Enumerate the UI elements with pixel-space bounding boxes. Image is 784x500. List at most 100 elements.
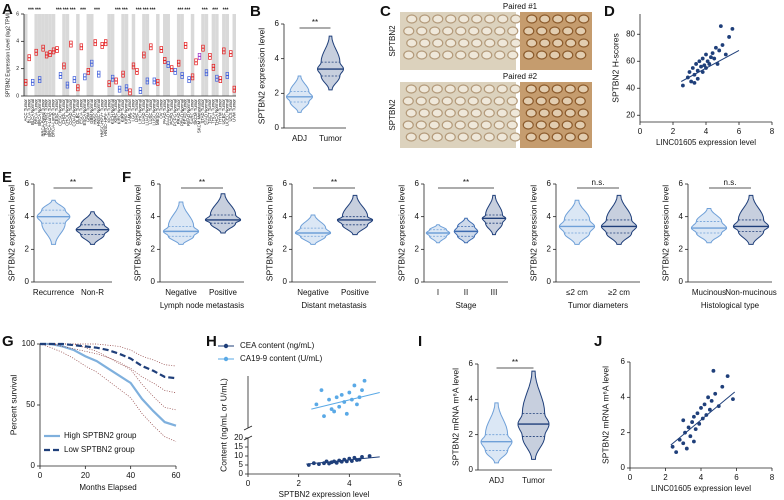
significance: ***: [115, 7, 121, 13]
category-label: READ Tumor: [183, 98, 188, 124]
gland: [552, 38, 564, 48]
gland: [526, 38, 538, 48]
category-label: ADJ: [489, 476, 504, 485]
y-tick-label: 2: [16, 66, 19, 72]
gland: [455, 26, 467, 36]
point: [367, 454, 372, 458]
x-tick-label: 0: [38, 471, 43, 480]
point: [352, 383, 357, 388]
x-axis-title: Stage: [456, 301, 477, 310]
gland: [578, 14, 590, 24]
point: [699, 64, 703, 69]
violin: [732, 194, 770, 245]
confidence-band: [40, 343, 177, 411]
x-axis-title: Histological type: [701, 301, 760, 310]
gland: [484, 38, 496, 48]
gland: [494, 26, 506, 36]
gland: [509, 108, 521, 118]
group-band: [176, 14, 181, 96]
point: [681, 83, 685, 88]
category-label: UCEC Normal: [224, 99, 229, 126]
category-label: BRCA-LumB Tumor: [51, 98, 56, 137]
gland: [493, 120, 505, 130]
gland: [403, 26, 415, 36]
category-label: SARC Tumor: [190, 98, 195, 124]
category-label: HNSC Normal: [96, 99, 101, 126]
gland: [548, 96, 560, 106]
y-tick-label: 4: [679, 212, 684, 221]
confidence-band: [39, 343, 177, 442]
gland: [483, 84, 495, 94]
gland: [525, 108, 537, 118]
y-tick-label: 0: [275, 123, 280, 132]
violin: [162, 201, 200, 245]
group-band: [211, 14, 216, 96]
category-label: HNSC Tumor: [92, 98, 97, 124]
point: [688, 434, 693, 439]
category-label: PRAD Normal: [179, 99, 184, 126]
gland: [406, 38, 418, 48]
point: [695, 411, 700, 416]
gland: [536, 50, 548, 60]
axis-break: [243, 435, 253, 441]
panel-label: A: [2, 1, 13, 18]
y-axis-title: SPTBN2 expression level: [396, 185, 406, 281]
y-tick-label: 40: [626, 83, 635, 92]
gland: [442, 26, 454, 36]
gland: [467, 96, 479, 106]
violin: [558, 199, 596, 245]
gland: [565, 38, 577, 48]
category-label: PCPG Tumor: [169, 98, 174, 124]
panel-label: D: [604, 3, 615, 20]
y-tick-label: 2: [415, 244, 420, 253]
x-tick-label: 40: [126, 471, 135, 480]
category-label: KICH Tumor: [106, 98, 111, 122]
gland: [578, 38, 590, 48]
category-label: LUSC Tumor: [148, 98, 153, 123]
group-band: [37, 14, 42, 96]
gland: [405, 108, 417, 118]
gland: [522, 120, 534, 130]
gland: [577, 84, 589, 94]
gland: [497, 14, 509, 24]
point: [334, 395, 339, 400]
gland: [497, 38, 509, 48]
y-tick-label: 4: [275, 54, 280, 63]
gland: [432, 14, 444, 24]
gland: [441, 96, 453, 106]
category-label: KICH Normal: [110, 99, 115, 124]
y-tick-label: 6: [547, 179, 552, 188]
point: [716, 404, 721, 409]
category-label: Tumor: [319, 134, 342, 143]
category-label: ≤2 cm: [566, 288, 588, 297]
gland: [552, 14, 564, 24]
y-tick-label: 80: [626, 29, 635, 38]
significance: ***: [150, 7, 156, 13]
y-axis-title: SPTBN2 expression level: [660, 185, 670, 281]
x-tick-label: 0: [638, 127, 643, 136]
gland: [467, 120, 479, 130]
point: [702, 402, 707, 407]
gland: [510, 14, 522, 24]
category-label: BRCA Normal: [37, 99, 42, 126]
gland: [468, 26, 480, 36]
gland: [402, 120, 414, 130]
point: [710, 51, 715, 56]
gland: [470, 108, 482, 118]
significance: **: [70, 178, 76, 187]
point: [693, 427, 698, 432]
point: [674, 450, 679, 454]
group-band: [190, 14, 195, 96]
significance: ***: [223, 7, 229, 13]
group-band: [131, 14, 136, 96]
y-tick-label: 4: [16, 39, 19, 45]
gland: [575, 50, 587, 60]
gland: [523, 26, 535, 36]
gland: [444, 84, 456, 94]
point: [704, 52, 708, 57]
gland: [577, 108, 589, 118]
category-label: ESCA Tumor: [78, 98, 83, 123]
y-tick-label: 0: [547, 277, 552, 286]
gland: [454, 96, 466, 106]
